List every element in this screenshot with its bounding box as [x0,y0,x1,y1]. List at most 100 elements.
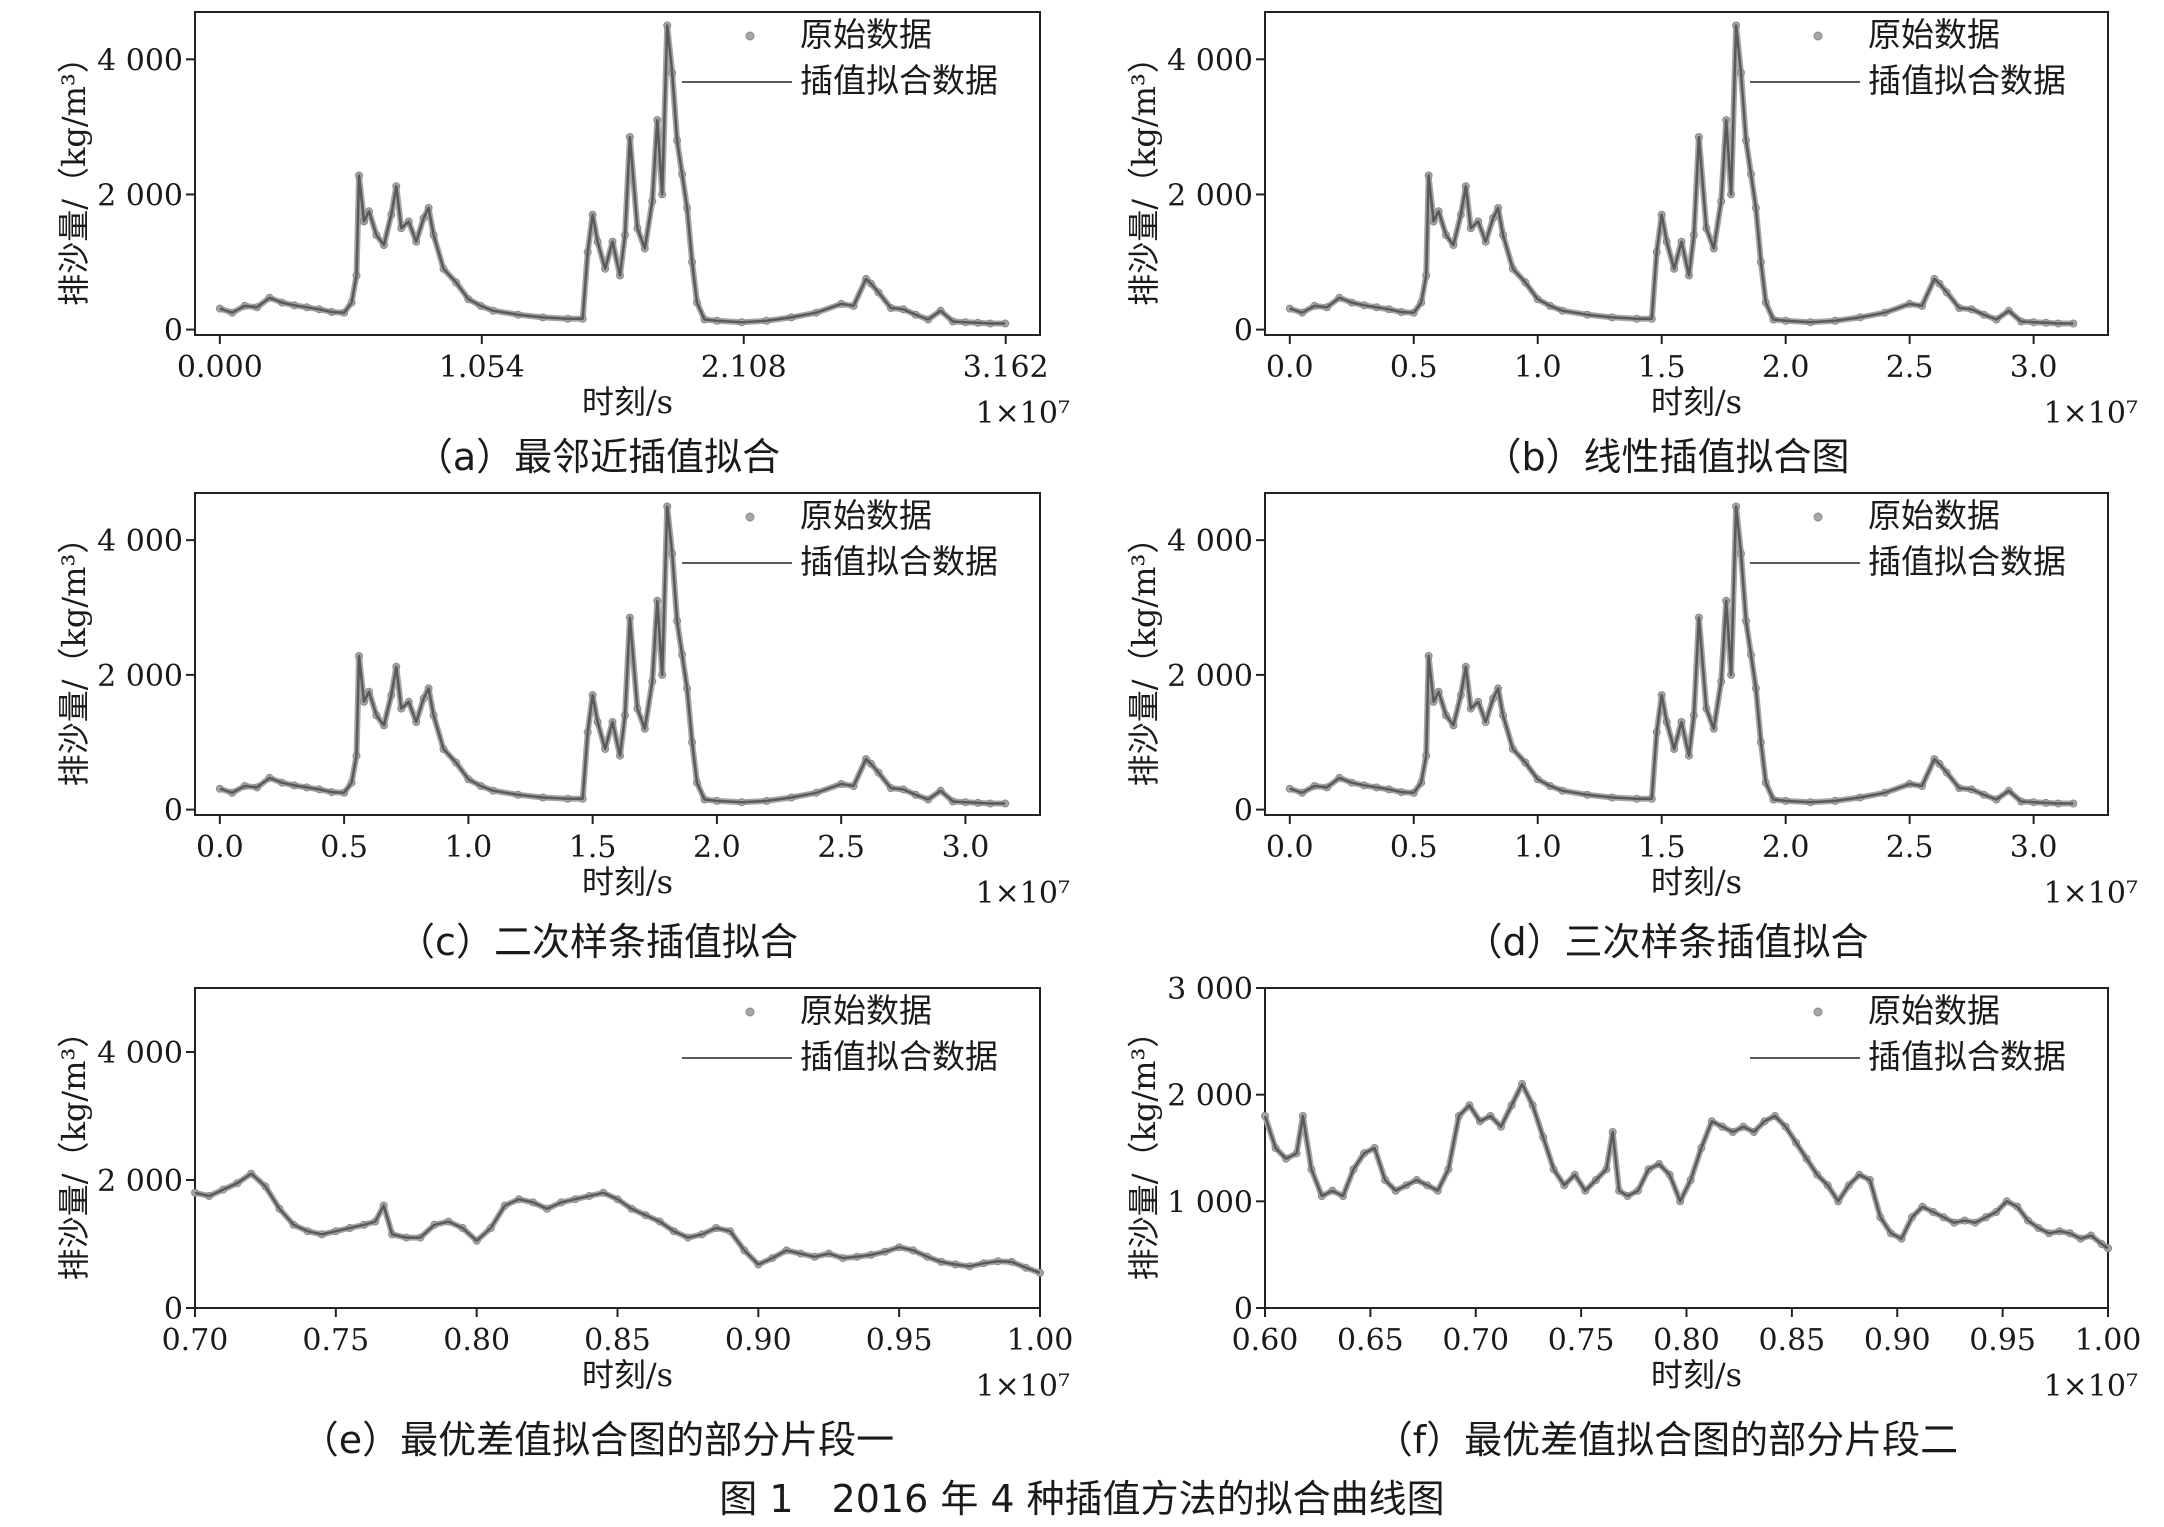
chart-panel-d: 0 2 000 4 000 0.0 0.5 1.0 1.5 2.0 2.5 3.0 时刻/s 排沙量/… [1125,492,2138,964]
y-tick-label: 0 [164,1292,183,1327]
legend-label-fit: 插值拟合数据 [1868,61,2066,100]
legend-marker-raw [745,31,755,41]
figure-title: 图 1 2016 年 4 种插值方法的拟合曲线图 [719,1477,1444,1521]
y-axis-label: 排沙量/（kg/m³） [55,41,93,306]
panel-caption: （b）线性插值拟合图 [1483,435,1849,479]
legend-marker-raw [745,1007,755,1017]
raw-data-trace [1262,1081,2110,1251]
fit-data-line [194,1172,1041,1274]
x-tick-label: 0.95 [866,1323,933,1358]
legend-marker-raw [1813,512,1823,522]
x-tick-label: 0.85 [584,1323,651,1358]
fit-data-line [1263,1082,2109,1250]
x-axis-label: 时刻/s [1651,1356,1742,1394]
chart-panel-a: 0 2 000 4 000 0.000 1.054 2.108 3.162 时刻/s 排沙量/（… [55,11,1070,479]
legend-label-raw: 原始数据 [1868,496,2000,535]
plot-frame [1264,492,2109,816]
fit-data-line [219,24,1006,325]
x-tick-label: 1.5 [569,830,617,865]
y-axis-label: 排沙量/（kg/m³） [55,1016,93,1281]
legend-label-fit: 插值拟合数据 [800,1037,998,1076]
x-axis-label: 时刻/s [582,1356,673,1394]
x-axis-label: 时刻/s [582,383,673,421]
y-tick-label: 4 000 [97,1036,183,1071]
chart-panel-b: 0 2 000 4 000 0.0 0.5 1.0 1.5 2.0 2.5 3.0 时刻/s 排沙量/… [1125,11,2138,479]
x-tick-label: 0.90 [1864,1323,1931,1358]
x-axis-multiplier: 1×10⁷ [976,876,1070,911]
x-tick-label: 0.60 [1232,1323,1299,1358]
y-axis-label: 排沙量/（kg/m³） [55,522,93,787]
y-tick-label: 4 000 [97,524,183,559]
fit-data-line [1289,24,2074,325]
x-axis-label: 时刻/s [582,863,673,901]
x-tick-label: 2.108 [701,350,787,385]
x-tick-label: 1.5 [1638,350,1686,385]
y-tick-label: 2 000 [1167,659,1253,694]
y-tick-label: 1 000 [1167,1185,1253,1220]
x-tick-label: 0.65 [1337,1323,1404,1358]
raw-data-trace [194,1170,1042,1276]
x-tick-label: 1.0 [1514,350,1562,385]
fit-data-line [1289,505,2074,805]
x-axis-multiplier: 1×10⁷ [2044,396,2138,431]
legend-label-raw: 原始数据 [800,496,932,535]
y-tick-label: 2 000 [97,659,183,694]
x-tick-label: 0.000 [177,350,263,385]
x-tick-label: 2.5 [1886,830,1934,865]
x-axis-label: 时刻/s [1651,863,1742,901]
y-tick-label: 3 000 [1167,972,1253,1007]
x-tick-label: 0.70 [162,1323,229,1358]
y-tick-label: 0 [1234,794,1253,829]
x-tick-label: 2.0 [693,830,741,865]
x-axis-multiplier: 1×10⁷ [2044,876,2138,911]
legend-marker-raw [745,512,755,522]
x-tick-label: 0.80 [1653,1323,1720,1358]
x-tick-label: 0.0 [196,830,244,865]
x-tick-label: 2.5 [817,830,865,865]
x-tick-label: 1.00 [1007,1323,1074,1358]
legend-label-fit: 插值拟合数据 [800,61,998,100]
y-tick-label: 0 [1234,314,1253,349]
x-tick-label: 0.5 [1390,830,1438,865]
y-axis-label: 排沙量/（kg/m³） [1125,41,1163,306]
x-tick-label: 2.0 [1762,350,1810,385]
panel-caption: （d）三次样条插值拟合 [1464,920,1868,964]
y-tick-label: 0 [1234,1292,1253,1327]
chart-panel-e: 0 2 000 4 000 0.70 0.75 0.80 0.85 0.90 0.95 1.00 时… [55,987,1074,1462]
x-tick-label: 3.0 [2010,350,2058,385]
y-tick-label: 0 [164,794,183,829]
x-tick-label: 1.0 [445,830,493,865]
chart-panel-c: 0 2 000 4 000 0.0 0.5 1.0 1.5 2.0 2.5 3.0 时刻/s 排沙量/… [55,492,1070,964]
x-tick-label: 0.5 [320,830,368,865]
y-tick-label: 4 000 [1167,43,1253,78]
y-tick-label: 4 000 [97,43,183,78]
chart-panel-f: 0 1 000 2 000 3 000 0.60 0.65 0.70 0.75 0.80 0.85… [1125,972,2141,1462]
x-tick-label: 0.80 [443,1323,510,1358]
x-tick-label: 0.5 [1390,350,1438,385]
legend-label-raw: 原始数据 [1868,991,2000,1030]
x-tick-label: 1.00 [2075,1323,2142,1358]
x-tick-label: 3.0 [942,830,990,865]
x-axis-multiplier: 1×10⁷ [976,396,1070,431]
panel-caption: （c）二次样条插值拟合 [397,920,798,964]
y-tick-label: 0 [164,314,183,349]
x-tick-label: 2.5 [1886,350,1934,385]
panel-caption: （f）最优差值拟合图的部分片段二 [1375,1418,1958,1462]
y-tick-label: 2 000 [97,1164,183,1199]
x-tick-label: 1.0 [1514,830,1562,865]
legend-label-raw: 原始数据 [800,991,932,1030]
x-tick-label: 3.0 [2010,830,2058,865]
panel-caption: （e）最优差值拟合图的部分片段一 [301,1418,894,1462]
x-tick-label: 1.5 [1638,830,1686,865]
legend-label-raw: 原始数据 [800,15,932,54]
plot-frame [1264,11,2109,336]
legend-label-fit: 插值拟合数据 [1868,542,2066,581]
x-tick-label: 0.70 [1442,1323,1509,1358]
plot-frame [1264,987,2109,1309]
plot-frame [194,492,1041,816]
x-tick-label: 1.054 [439,350,525,385]
legend-label-fit: 插值拟合数据 [800,542,998,581]
x-tick-label: 0.90 [725,1323,792,1358]
y-tick-label: 4 000 [1167,524,1253,559]
